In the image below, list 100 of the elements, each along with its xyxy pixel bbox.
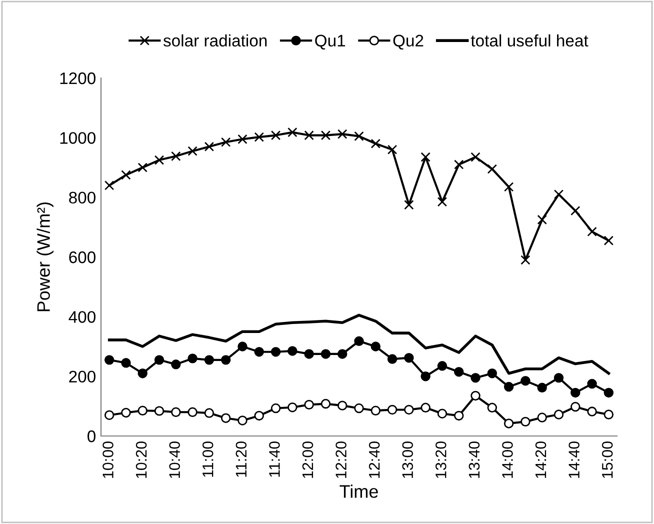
x-tick-label: 13:00 xyxy=(402,441,414,478)
point xyxy=(420,152,430,162)
point xyxy=(604,388,614,398)
point xyxy=(121,358,131,368)
point xyxy=(254,410,264,421)
point xyxy=(337,349,348,359)
point xyxy=(204,408,214,418)
point xyxy=(587,226,597,237)
point xyxy=(520,255,530,265)
point xyxy=(387,144,398,154)
point xyxy=(121,408,131,418)
point xyxy=(437,196,448,207)
point xyxy=(487,402,498,413)
point xyxy=(470,152,480,162)
point xyxy=(138,406,148,416)
point xyxy=(437,408,448,418)
point xyxy=(288,346,298,356)
point xyxy=(154,406,164,416)
point xyxy=(104,355,114,365)
x-tick-label: 14:20 xyxy=(535,441,546,478)
point xyxy=(370,342,381,352)
point xyxy=(537,214,547,225)
point xyxy=(270,130,281,140)
y-tick-label: 800 xyxy=(69,192,96,204)
point xyxy=(288,402,298,412)
point xyxy=(404,404,414,415)
point xyxy=(220,355,231,365)
point xyxy=(288,127,298,138)
point xyxy=(587,378,597,389)
point xyxy=(387,404,398,415)
point xyxy=(520,416,530,427)
point xyxy=(587,406,597,416)
point xyxy=(454,160,464,170)
point xyxy=(354,336,364,346)
point xyxy=(337,400,348,410)
point xyxy=(370,406,381,416)
y-tick-label: 1000 xyxy=(60,132,96,144)
point xyxy=(320,349,331,359)
point xyxy=(487,368,498,378)
point xyxy=(554,189,564,200)
y-tick-label: 0 xyxy=(88,430,96,442)
point xyxy=(570,206,580,216)
point xyxy=(570,402,580,412)
point xyxy=(320,398,331,409)
x-tick-label: 13:40 xyxy=(468,441,480,478)
point xyxy=(171,407,181,417)
point xyxy=(238,416,248,426)
point xyxy=(504,382,514,392)
point xyxy=(470,372,480,383)
point xyxy=(487,164,498,174)
point xyxy=(121,170,131,180)
x-tick-label: 14:40 xyxy=(568,441,580,478)
x-tick-label: 13:20 xyxy=(436,441,446,478)
point xyxy=(171,360,181,370)
point xyxy=(154,355,164,365)
point xyxy=(470,390,480,401)
y-axis-title: Power (W/m²) xyxy=(36,202,54,312)
point xyxy=(504,182,514,192)
point xyxy=(387,354,398,364)
point xyxy=(138,368,148,378)
point xyxy=(138,162,148,172)
point xyxy=(254,347,264,357)
point xyxy=(154,155,164,165)
point xyxy=(270,403,281,414)
point xyxy=(437,361,448,371)
point xyxy=(520,376,530,386)
point xyxy=(304,349,314,359)
point xyxy=(171,151,181,162)
x-tick-label: 15:00 xyxy=(602,441,613,478)
x-tick-label: 11:00 xyxy=(202,441,214,477)
legend-label: Qu2 xyxy=(393,34,424,50)
point xyxy=(304,400,314,410)
point xyxy=(104,410,114,420)
point xyxy=(420,402,430,413)
point xyxy=(238,342,248,352)
x-axis-title: Time xyxy=(340,484,378,498)
point xyxy=(404,352,414,363)
point xyxy=(238,134,248,144)
x-tick-label: 12:40 xyxy=(368,441,380,478)
point xyxy=(604,410,614,420)
point xyxy=(420,371,430,382)
point xyxy=(254,132,264,142)
point xyxy=(537,382,547,393)
point xyxy=(404,200,414,210)
point xyxy=(554,410,564,420)
point xyxy=(270,347,281,357)
point xyxy=(370,138,381,148)
line-series xyxy=(108,314,610,375)
point xyxy=(320,130,331,140)
point xyxy=(188,354,198,364)
point xyxy=(188,146,198,156)
point xyxy=(604,236,614,246)
point xyxy=(337,129,348,139)
point xyxy=(188,407,198,417)
point xyxy=(304,130,314,140)
point xyxy=(220,413,231,423)
x-tick-label: 14:00 xyxy=(502,441,513,478)
point xyxy=(454,410,464,421)
legend-label: total useful heat xyxy=(470,34,588,47)
x-tick-label: 10:40 xyxy=(169,441,180,478)
